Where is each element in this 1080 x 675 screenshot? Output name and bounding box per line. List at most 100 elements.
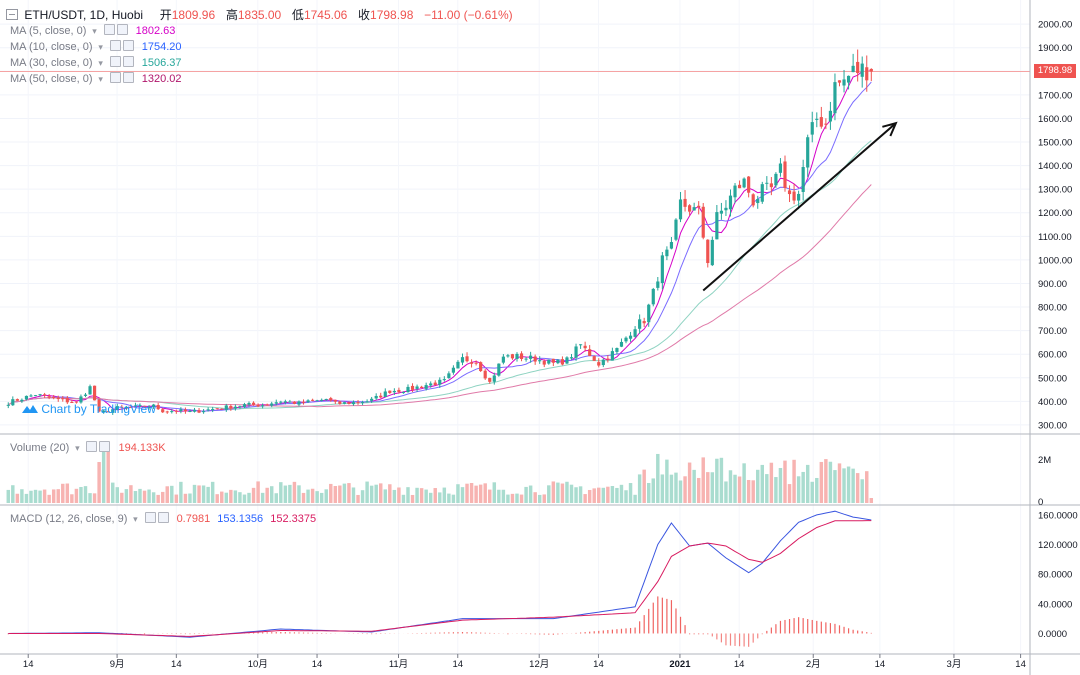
- settings-icon[interactable]: [109, 40, 121, 51]
- candle-body: [388, 390, 392, 393]
- volume-bar: [274, 493, 278, 503]
- indicator-row[interactable]: MA (30, close, 0) ▾ 1506.37: [10, 56, 182, 69]
- volume-bar: [174, 494, 179, 503]
- candle-body: [642, 321, 646, 324]
- collapse-icon[interactable]: [6, 9, 18, 20]
- candle-body: [261, 405, 265, 407]
- chevron-down-icon[interactable]: ▾: [75, 443, 80, 453]
- volume-bar: [379, 483, 383, 503]
- candle-body: [102, 410, 106, 413]
- settings-icon[interactable]: [144, 512, 156, 523]
- volume-bar: [783, 460, 787, 503]
- symbol-header: ETH/USDT, 1D, Huobi 开1809.96 高1835.00 低1…: [6, 6, 513, 23]
- volume-bar: [410, 494, 415, 503]
- candle-body: [865, 67, 869, 81]
- chevron-down-icon[interactable]: ▾: [98, 42, 103, 52]
- close-icon[interactable]: [99, 441, 111, 452]
- tradingview-watermark[interactable]: Chart by TradingView: [22, 402, 156, 416]
- candle-body: [129, 406, 133, 408]
- candle-body: [846, 75, 851, 83]
- open-value: 1809.96: [171, 8, 216, 22]
- candle-body: [506, 355, 510, 357]
- candle-body: [783, 161, 787, 188]
- volume-bar: [428, 492, 433, 503]
- macd-legend[interactable]: MACD (12, 26, close, 9) ▾ 0.7981 153.135…: [10, 512, 316, 525]
- volume-bar: [238, 492, 242, 503]
- candle-body: [211, 408, 215, 410]
- close-icon[interactable]: [157, 512, 169, 523]
- volume-bar: [651, 478, 655, 503]
- close-icon[interactable]: [122, 72, 134, 83]
- volume-bar: [542, 494, 546, 503]
- volume-bar: [101, 448, 106, 503]
- candle-body: [283, 401, 287, 403]
- candle-body: [688, 205, 692, 212]
- close-icon[interactable]: [122, 56, 134, 67]
- candle-body: [120, 406, 124, 408]
- candle-body: [161, 409, 165, 413]
- volume-bar: [292, 481, 297, 503]
- change-value: −11.00 (−0.61%): [424, 8, 513, 22]
- candle-body: [815, 118, 819, 120]
- volume-bar: [592, 488, 596, 503]
- volume-bar: [501, 489, 506, 503]
- volume-bar: [424, 489, 428, 503]
- settings-icon[interactable]: [103, 24, 115, 35]
- indicator-row[interactable]: MA (10, close, 0) ▾ 1754.20: [10, 40, 182, 53]
- volume-bar: [760, 464, 765, 503]
- indicator-row[interactable]: MA (5, close, 0) ▾ 1802.63: [10, 24, 175, 37]
- candle-body: [197, 410, 201, 413]
- candle-body: [11, 399, 15, 406]
- close-icon[interactable]: [122, 40, 134, 51]
- volume-bar: [197, 485, 201, 503]
- candle-body: [747, 176, 751, 193]
- candle-body: [524, 358, 528, 360]
- price-tick-label: 800.00: [1038, 303, 1067, 314]
- macd-tick-label: 40.0000: [1038, 599, 1072, 610]
- close-icon[interactable]: [116, 24, 128, 35]
- price-tick-label: 1700.00: [1038, 90, 1072, 101]
- settings-icon[interactable]: [109, 72, 121, 83]
- candle-body: [488, 377, 492, 382]
- chevron-down-icon[interactable]: ▾: [92, 26, 97, 36]
- volume-bar: [279, 482, 283, 503]
- volume-bar: [606, 486, 610, 503]
- candle-body: [111, 409, 115, 413]
- volume-bar: [333, 486, 338, 503]
- chevron-down-icon[interactable]: ▾: [98, 74, 103, 84]
- candle-body: [356, 402, 360, 404]
- x-tick-label: 3月: [947, 659, 962, 670]
- candle-body: [92, 385, 97, 401]
- indicator-row[interactable]: MA (50, close, 0) ▾ 1320.02: [10, 72, 182, 85]
- candle-body: [365, 401, 369, 403]
- candle-body: [737, 184, 742, 189]
- candle-body: [656, 281, 660, 288]
- candle-body: [810, 122, 814, 135]
- volume-tick-label: 2M: [1038, 455, 1051, 466]
- chevron-down-icon[interactable]: ▾: [98, 58, 103, 68]
- ma5-line: [8, 70, 872, 412]
- x-tick-label: 9月: [110, 659, 125, 670]
- candle-body: [533, 356, 537, 362]
- candle-body: [242, 404, 247, 407]
- candle-body: [515, 353, 519, 360]
- price-tick-label: 1300.00: [1038, 185, 1072, 196]
- volume-bar: [192, 484, 197, 503]
- candle-body: [556, 359, 560, 364]
- settings-icon[interactable]: [109, 56, 121, 67]
- candle-body: [24, 395, 29, 400]
- volume-legend[interactable]: Volume (20) ▾ 194.133K: [10, 441, 166, 454]
- settings-icon[interactable]: [86, 441, 98, 452]
- volume-bar: [233, 490, 238, 503]
- candle-body: [856, 61, 860, 74]
- chevron-down-icon[interactable]: ▾: [133, 514, 138, 524]
- candle-body: [665, 249, 669, 257]
- volume-bar: [283, 485, 288, 503]
- price-tick-label: 1900.00: [1038, 43, 1072, 54]
- ma30-value: 1506.37: [141, 57, 182, 69]
- volume-bar: [719, 457, 724, 503]
- volume-bar: [97, 462, 101, 503]
- candle-body: [347, 402, 351, 404]
- ma30-line: [8, 140, 872, 410]
